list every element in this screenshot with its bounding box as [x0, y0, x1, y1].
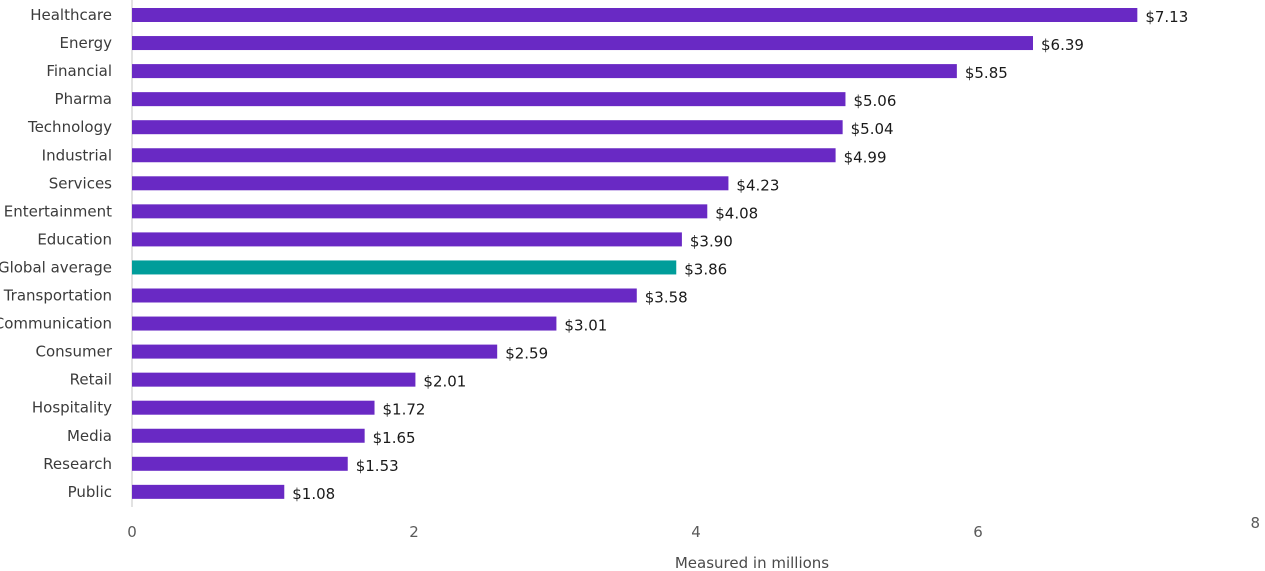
bar-education	[132, 232, 682, 247]
bar-entertainment	[132, 204, 708, 219]
x-tick-label-8: 8	[1250, 514, 1260, 532]
category-label-transportation: Transportation	[3, 287, 112, 305]
bar-financial	[132, 64, 957, 79]
x-tick-label-4: 4	[691, 523, 701, 541]
category-label-retail: Retail	[70, 371, 112, 389]
value-label-retail: $2.01	[423, 373, 466, 391]
value-label-entertainment: $4.08	[715, 204, 758, 222]
x-tick-label-6: 6	[973, 523, 983, 541]
bar-transportation	[132, 288, 637, 303]
value-label-healthcare: $7.13	[1145, 8, 1188, 26]
value-label-education: $3.90	[690, 232, 733, 250]
value-label-hospitality: $1.72	[383, 401, 426, 419]
value-label-energy: $6.39	[1041, 36, 1084, 54]
category-label-communication: Communication	[0, 315, 112, 333]
category-label-technology: Technology	[27, 118, 112, 136]
category-label-pharma: Pharma	[55, 90, 112, 108]
bar-retail	[132, 372, 416, 387]
value-label-media: $1.65	[373, 429, 416, 447]
value-label-transportation: $3.58	[645, 289, 688, 307]
category-label-services: Services	[49, 174, 112, 192]
bar-services	[132, 176, 729, 191]
category-label-energy: Energy	[59, 34, 112, 52]
bar-industrial	[132, 148, 836, 163]
category-label-public: Public	[68, 483, 112, 501]
category-label-hospitality: Hospitality	[32, 399, 112, 417]
bar-technology	[132, 120, 843, 135]
category-label-entertainment: Entertainment	[4, 202, 112, 220]
bar-hospitality	[132, 400, 375, 415]
value-label-global-average: $3.86	[684, 260, 727, 278]
value-label-industrial: $4.99	[844, 148, 887, 166]
x-tick-label-0: 0	[127, 523, 137, 541]
value-label-services: $4.23	[736, 176, 779, 194]
x-tick-label-2: 2	[409, 523, 419, 541]
category-label-financial: Financial	[46, 62, 112, 80]
value-label-communication: $3.01	[564, 317, 607, 335]
category-label-consumer: Consumer	[36, 343, 113, 361]
value-label-financial: $5.85	[965, 64, 1008, 82]
category-label-research: Research	[43, 455, 112, 473]
bar-healthcare	[132, 8, 1138, 22]
value-label-research: $1.53	[356, 457, 399, 475]
bar-communication	[132, 316, 557, 331]
value-label-technology: $5.04	[851, 120, 894, 138]
category-label-global-average: Global average	[0, 258, 112, 276]
category-label-industrial: Industrial	[42, 146, 112, 164]
bar-pharma	[132, 92, 846, 107]
x-axis-title: Measured in millions	[675, 554, 829, 571]
value-label-pharma: $5.06	[853, 92, 896, 110]
value-label-consumer: $2.59	[505, 345, 548, 363]
bar-energy	[132, 36, 1033, 51]
bar-global-average	[132, 260, 677, 275]
category-label-education: Education	[37, 230, 112, 248]
bar-public	[132, 484, 285, 499]
category-label-healthcare: Healthcare	[30, 6, 112, 24]
value-label-public: $1.08	[292, 485, 335, 503]
bar-consumer	[132, 344, 498, 359]
bar-research	[132, 456, 348, 471]
bar-media	[132, 428, 365, 443]
category-label-media: Media	[67, 427, 112, 445]
